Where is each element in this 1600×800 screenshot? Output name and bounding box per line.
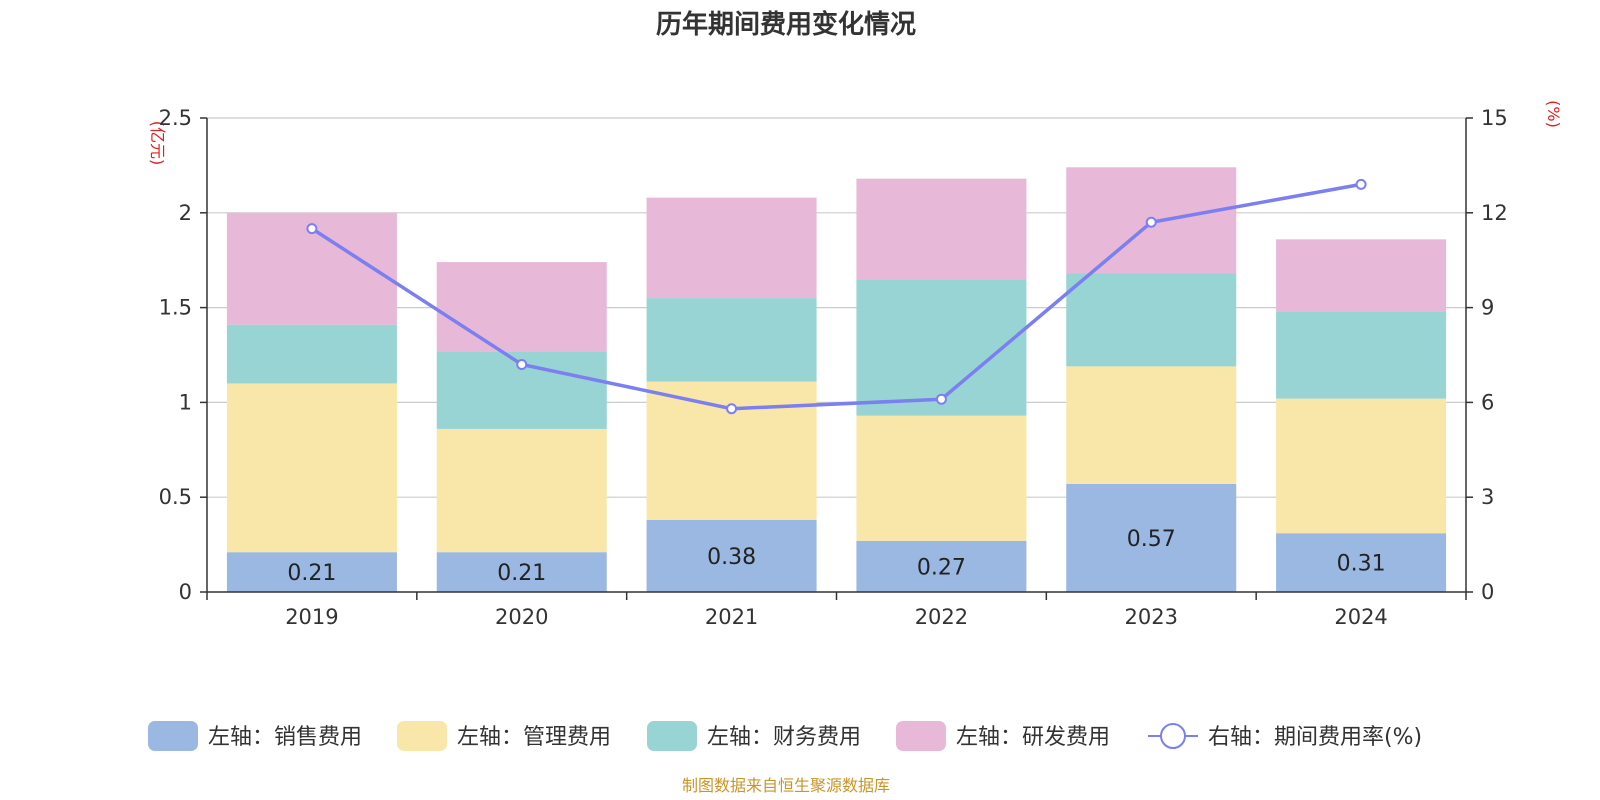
bar-segment [646, 197, 817, 299]
x-tick-label: 2019 [285, 605, 338, 629]
rate-line-point [516, 358, 528, 370]
bar-segment [226, 383, 397, 553]
bar-segment [646, 519, 817, 592]
bar-segment [1276, 533, 1447, 592]
right-tick-label: 9 [1481, 296, 1494, 320]
bar-segment [646, 381, 817, 520]
x-tick-label: 2020 [495, 605, 548, 629]
bars [226, 167, 1447, 592]
chart-title: 历年期间费用变化情况 [656, 9, 916, 40]
x-tick-label: 2021 [705, 605, 758, 629]
bar-segment [226, 324, 397, 384]
left-axis-unit: (亿元) [148, 121, 167, 166]
data-labels: 0.21 0.21 0.38 0.27 0.57 0.31 [287, 527, 1385, 586]
left-tick-label: 1.5 [159, 296, 192, 320]
x-tick-label: 2024 [1334, 605, 1387, 629]
bar-segment [856, 279, 1027, 416]
legend-label: 左轴：财务费用 [707, 725, 861, 750]
bar-segment [226, 552, 397, 592]
legend: 左轴：销售费用 左轴：管理费用 左轴：财务费用 左轴：研发费用 右轴：期间费用率(%) [148, 721, 1422, 751]
bar-segment [436, 262, 607, 352]
bar-data-label: 0.21 [497, 561, 546, 586]
bar-data-label: 0.21 [287, 561, 336, 586]
bar-data-label: 0.38 [707, 545, 756, 570]
rate-line-point [306, 223, 318, 235]
legend-swatch [397, 721, 447, 751]
rate-line-point [935, 393, 947, 405]
source-note: 制图数据来自恒生聚源数据库 [682, 776, 890, 795]
left-tick-label: 2 [179, 201, 192, 225]
rate-line-point [726, 403, 738, 415]
axes: 0 0.5 1 1.5 2 2.5 0 3 6 9 12 15 2019 2020 2021 2022 2023… [159, 106, 1508, 629]
rate-line-point [1145, 216, 1157, 228]
right-tick-label: 12 [1481, 201, 1508, 225]
legend-swatch [647, 721, 697, 751]
bar-data-label: 0.57 [1127, 527, 1176, 552]
left-tick-label: 0 [179, 580, 192, 604]
bar-segment [856, 178, 1027, 280]
rate-line [306, 178, 1367, 415]
bar-segment [436, 552, 607, 592]
legend-swatch [148, 721, 198, 751]
right-tick-label: 0 [1481, 580, 1494, 604]
right-tick-label: 3 [1481, 485, 1494, 509]
bar-segment [1276, 239, 1447, 312]
legend-marker-icon [1160, 723, 1186, 749]
legend-swatch [896, 721, 946, 751]
bar-segment [856, 540, 1027, 592]
bar-segment [646, 298, 817, 382]
left-tick-label: 1 [179, 390, 192, 414]
legend-label: 左轴：销售费用 [208, 725, 362, 750]
right-axis-unit: (%) [1544, 100, 1563, 128]
x-tick-label: 2023 [1125, 605, 1178, 629]
bar-segment [1066, 483, 1237, 592]
bar-segment [436, 428, 607, 553]
bar-segment [1066, 366, 1237, 484]
bar-segment [1066, 273, 1237, 367]
bar-data-label: 0.27 [917, 555, 966, 580]
bar-segment [856, 415, 1027, 541]
right-tick-label: 6 [1481, 390, 1494, 414]
left-tick-label: 0.5 [159, 485, 192, 509]
legend-label: 左轴：管理费用 [457, 725, 611, 750]
right-tick-label: 15 [1481, 106, 1508, 130]
bar-segment [1276, 311, 1447, 399]
bar-segment [1276, 398, 1447, 534]
x-tick-label: 2022 [915, 605, 968, 629]
bar-data-label: 0.31 [1337, 552, 1386, 577]
legend-label: 左轴：研发费用 [956, 725, 1110, 750]
rate-line-path [310, 182, 1362, 411]
rate-line-point [1355, 178, 1367, 190]
left-tick-label: 2.5 [159, 106, 192, 130]
legend-label: 右轴：期间费用率(%) [1208, 725, 1422, 750]
